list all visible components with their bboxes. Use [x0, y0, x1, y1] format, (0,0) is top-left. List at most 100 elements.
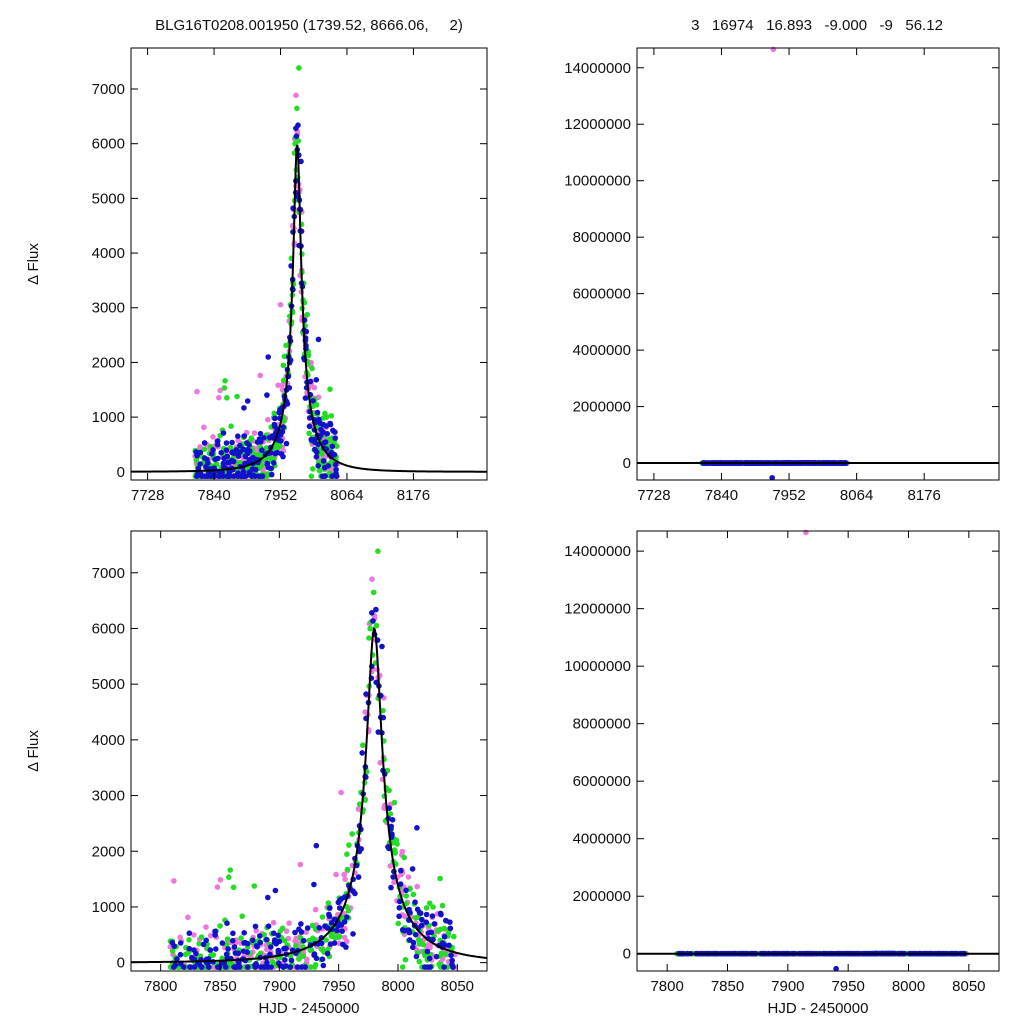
data-point-series-b	[433, 953, 440, 960]
x-tick-label: 8000	[381, 978, 414, 995]
data-point-series-b	[254, 944, 260, 950]
data-point-series-b	[171, 943, 177, 949]
data-point-series-b	[424, 948, 431, 955]
data-point-series-b	[244, 964, 251, 970]
data-point-series-b	[302, 395, 309, 401]
data-point-series-c	[366, 635, 372, 641]
data-point-series-b	[194, 452, 200, 459]
data-point-series-b	[272, 415, 278, 422]
data-point-series-b	[282, 957, 288, 963]
data-point-series-b	[220, 430, 227, 436]
data-point-series-b	[449, 957, 456, 964]
data-point-series-a	[275, 382, 281, 389]
data-point-series-b	[339, 928, 345, 934]
data-point-series-c	[344, 851, 350, 857]
data-point-series-b	[205, 964, 212, 970]
data-point-series-c	[296, 956, 302, 962]
data-point-series-b	[329, 473, 335, 480]
plot-frame	[636, 530, 1000, 972]
y-tick-label: 7000	[92, 565, 125, 582]
data-point-series-b	[187, 964, 194, 970]
y-tick-label: 0	[117, 955, 125, 972]
data-point-series-b	[257, 939, 264, 946]
data-point-series-c	[226, 874, 232, 880]
data-point-series-c	[281, 353, 288, 360]
data-point-series-b	[296, 926, 302, 932]
data-point-series-c	[373, 622, 380, 629]
data-point-series-a	[171, 878, 177, 884]
data-point-series-b	[225, 946, 231, 952]
data-point-series-b	[221, 960, 228, 966]
data-point-series-b	[267, 951, 273, 958]
data-point-series-b	[447, 919, 453, 925]
data-point-series-a	[194, 388, 200, 395]
data-point-series-c	[427, 900, 433, 906]
data-point-series-b	[333, 473, 340, 480]
plot-frame	[636, 47, 1000, 481]
y-tick-label: 4000	[92, 245, 125, 262]
data-point-series-b	[409, 866, 416, 872]
data-point-series-b	[423, 911, 430, 918]
data-point-series-b	[331, 916, 338, 923]
data-point-series-b	[241, 940, 247, 946]
y-tick-label: 0	[117, 464, 125, 481]
x-tick-label: 7950	[831, 978, 864, 995]
data-point-series-b	[214, 438, 221, 444]
data-point-series-b	[273, 941, 280, 947]
data-point-series-b	[450, 964, 456, 970]
data-point-series-c	[375, 548, 381, 554]
data-point-series-a	[216, 394, 222, 401]
data-point-series-b	[329, 443, 336, 450]
data-point-series-a	[293, 92, 299, 99]
x-tick-label: 7728	[637, 487, 670, 504]
outlier-point	[769, 474, 775, 481]
data-point-series-a	[277, 301, 284, 308]
data-point-series-c	[221, 385, 228, 391]
y-tick-label: 6000	[92, 136, 125, 153]
data-point-series-b	[319, 956, 326, 962]
data-point-series-b	[447, 925, 454, 932]
data-point-series-c	[422, 952, 428, 959]
data-point-series-b	[327, 905, 333, 911]
data-point-series-a	[265, 416, 271, 423]
data-point-series-a	[338, 789, 344, 796]
data-point-series-b	[431, 921, 438, 927]
data-point-series-a	[405, 874, 412, 880]
y-tick-label: 7000	[92, 81, 125, 98]
data-point-series-b	[314, 409, 321, 416]
data-point-series-b	[219, 940, 226, 946]
data-point-series-a	[342, 876, 348, 882]
y-tick-label: 2000000	[573, 399, 631, 416]
data-point-series-a	[377, 759, 384, 766]
data-point-series-b	[261, 435, 267, 441]
y-tick-label: 3000	[92, 788, 125, 805]
figure-header-left: BLG16T0208.001950 (1739.52, 8666.06, 2)	[155, 17, 463, 34]
data-point-series-b	[195, 465, 202, 472]
data-point-series-b	[318, 426, 324, 433]
y-tick-label: 4000	[92, 732, 125, 749]
data-point-series-b	[216, 473, 222, 480]
data-point-series-b	[311, 951, 318, 957]
data-point-series-b	[426, 955, 433, 962]
y-tick-label: 1000	[92, 409, 125, 426]
data-point-series-a	[214, 884, 221, 890]
panel-bottom-right-lightcurve: 7800 7850 7900 7950 8000 8050 0 2000000 4000000 6…	[564, 529, 1000, 1017]
data-point-series-b	[369, 610, 375, 616]
data-point-series-b	[237, 442, 243, 449]
data-point-series-b	[230, 930, 236, 937]
data-point-series-b	[283, 945, 289, 952]
data-point-series-b	[191, 947, 197, 953]
data-point-series-b	[379, 643, 385, 650]
data-point-series-b	[265, 923, 272, 929]
data-point-series-c	[234, 393, 240, 400]
data-point-series-c	[308, 473, 315, 480]
data-point-series-c	[391, 847, 398, 853]
data-point-series-c	[327, 436, 334, 442]
data-point-series-c	[415, 936, 422, 943]
data-point-series-b	[244, 398, 251, 404]
data-point-series-b	[315, 336, 322, 343]
data-point-series-c	[402, 956, 409, 963]
data-point-series-c	[336, 933, 343, 940]
data-point-series-a	[341, 934, 348, 941]
y-tick-label: 1000	[92, 899, 125, 916]
